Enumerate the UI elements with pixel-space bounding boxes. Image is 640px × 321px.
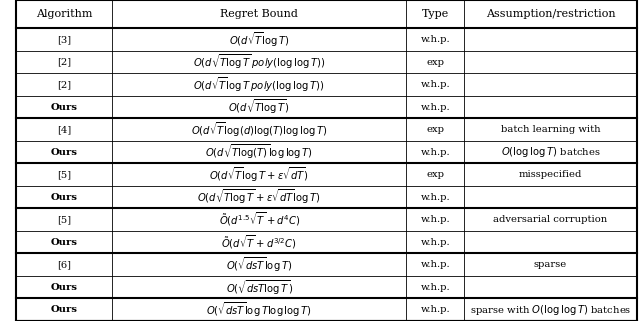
Text: Algorithm: Algorithm xyxy=(36,9,92,19)
Text: [4]: [4] xyxy=(57,125,71,134)
Text: exp: exp xyxy=(426,170,444,179)
Text: [5]: [5] xyxy=(57,215,71,224)
Text: sparse: sparse xyxy=(534,260,567,269)
Text: w.h.p.: w.h.p. xyxy=(420,283,450,292)
Text: $O(d\sqrt{T}\log T\,poly(\log\log T))$: $O(d\sqrt{T}\log T\,poly(\log\log T))$ xyxy=(193,75,325,94)
Text: Ours: Ours xyxy=(51,283,77,292)
Text: [3]: [3] xyxy=(57,35,71,44)
Text: Type: Type xyxy=(422,9,449,19)
Text: $O(d\sqrt{T}\log(d)\log(T)\log\log T)$: $O(d\sqrt{T}\log(d)\log(T)\log\log T)$ xyxy=(191,120,328,139)
Text: $O(\sqrt{dsT}\log T\log\log T)$: $O(\sqrt{dsT}\log T\log\log T)$ xyxy=(206,300,312,319)
Text: exp: exp xyxy=(426,125,444,134)
Text: [2]: [2] xyxy=(57,57,71,66)
Text: batch learning with: batch learning with xyxy=(500,125,600,134)
Text: $O(\sqrt{dsT\log T})$: $O(\sqrt{dsT\log T})$ xyxy=(225,278,293,297)
Text: adversarial corruption: adversarial corruption xyxy=(493,215,607,224)
Text: w.h.p.: w.h.p. xyxy=(420,215,450,224)
Text: w.h.p.: w.h.p. xyxy=(420,80,450,89)
Text: $O(d\sqrt{T\log(T)}\log\log T)$: $O(d\sqrt{T\log(T)}\log\log T)$ xyxy=(205,143,313,161)
Text: w.h.p.: w.h.p. xyxy=(420,305,450,314)
Text: misspecified: misspecified xyxy=(518,170,582,179)
Text: Ours: Ours xyxy=(51,103,77,112)
Text: $\tilde{O}(d\sqrt{T} + d^{3/2}C)$: $\tilde{O}(d\sqrt{T} + d^{3/2}C)$ xyxy=(221,233,297,251)
Text: w.h.p.: w.h.p. xyxy=(420,103,450,112)
Text: $O(d\sqrt{T\log T})$: $O(d\sqrt{T\log T})$ xyxy=(228,98,290,117)
Text: $O(d\sqrt{T\log T} + \epsilon\sqrt{dT}\log T)$: $O(d\sqrt{T\log T} + \epsilon\sqrt{dT}\l… xyxy=(197,188,321,206)
Text: [2]: [2] xyxy=(57,80,71,89)
Text: Ours: Ours xyxy=(51,305,77,314)
Text: w.h.p.: w.h.p. xyxy=(420,148,450,157)
Text: $\tilde{O}(d^{1.5}\sqrt{T} + d^4 C)$: $\tilde{O}(d^{1.5}\sqrt{T} + d^4 C)$ xyxy=(218,211,300,229)
Text: w.h.p.: w.h.p. xyxy=(420,193,450,202)
Text: w.h.p.: w.h.p. xyxy=(420,238,450,247)
Text: w.h.p.: w.h.p. xyxy=(420,260,450,269)
Text: Regret Bound: Regret Bound xyxy=(220,9,298,19)
Text: w.h.p.: w.h.p. xyxy=(420,35,450,44)
Text: Ours: Ours xyxy=(51,193,77,202)
Text: [6]: [6] xyxy=(57,260,71,269)
Text: Assumption/restriction: Assumption/restriction xyxy=(486,9,615,19)
Text: $O(\sqrt{dsT}\log T)$: $O(\sqrt{dsT}\log T)$ xyxy=(226,256,292,274)
Text: exp: exp xyxy=(426,57,444,66)
Text: $O(d\sqrt{T\log T}\,poly(\log\log T))$: $O(d\sqrt{T\log T}\,poly(\log\log T))$ xyxy=(193,53,326,71)
Text: sparse with $O(\log\log T)$ batches: sparse with $O(\log\log T)$ batches xyxy=(470,303,631,317)
Text: $O(d\sqrt{T}\log T + \epsilon\sqrt{dT})$: $O(d\sqrt{T}\log T + \epsilon\sqrt{dT})$ xyxy=(209,165,309,184)
Text: Ours: Ours xyxy=(51,238,77,247)
Text: Ours: Ours xyxy=(51,148,77,157)
Text: $O(d\sqrt{T}\log T)$: $O(d\sqrt{T}\log T)$ xyxy=(228,30,290,49)
Text: $O(\log\log T)$ batches: $O(\log\log T)$ batches xyxy=(500,145,600,159)
Text: [5]: [5] xyxy=(57,170,71,179)
